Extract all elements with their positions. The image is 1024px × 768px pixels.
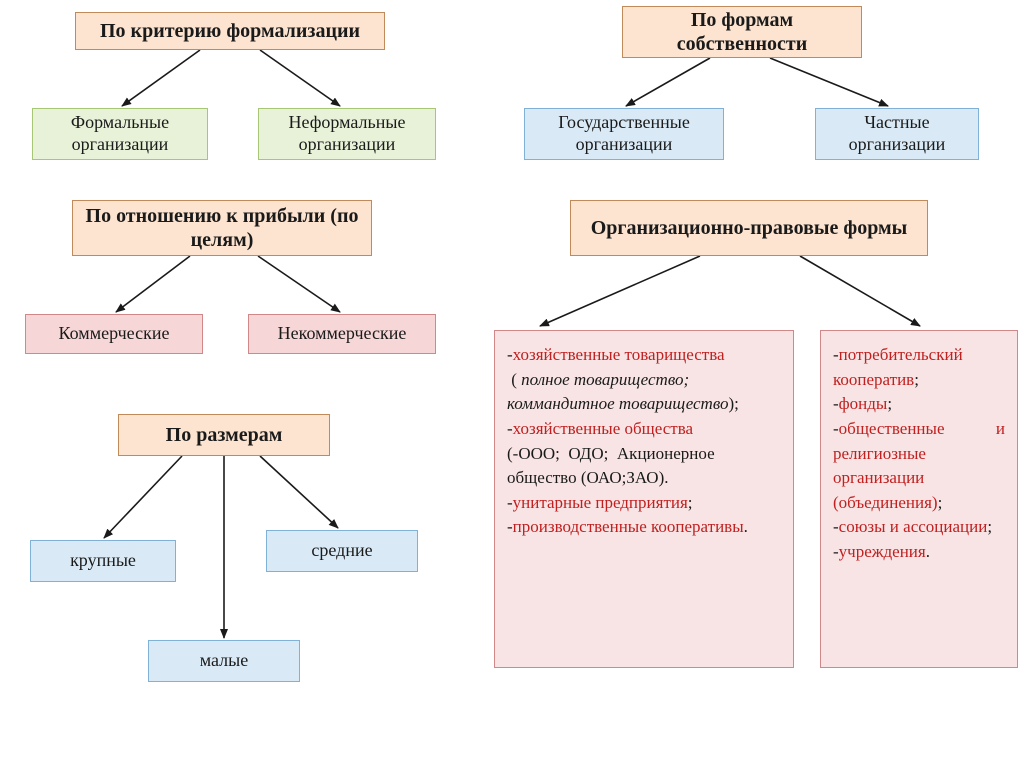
list-content: -потребительский кооператив; -фонды; -об… <box>827 335 1011 573</box>
node-formal-orgs: Формальные организации <box>32 108 208 160</box>
label: Некоммерческие <box>278 323 407 345</box>
label: Неформальные организации <box>265 112 429 155</box>
node-private-orgs: Частные организации <box>815 108 979 160</box>
label: Формальные организации <box>39 112 201 155</box>
label: крупные <box>70 550 136 572</box>
label: Организационно-правовые формы <box>591 216 908 240</box>
list-legal-forms-commercial: -хозяйственные товарищества ( полное тов… <box>494 330 794 668</box>
node-commercial: Коммерческие <box>25 314 203 354</box>
node-small: малые <box>148 640 300 682</box>
label: малые <box>200 650 248 672</box>
header-legal-forms: Организационно-правовые формы <box>570 200 928 256</box>
label: средние <box>311 540 372 562</box>
node-medium: средние <box>266 530 418 572</box>
label: По отношению к прибыли (по целям) <box>79 204 365 252</box>
list-legal-forms-noncommercial: -потребительский кооператив; -фонды; -об… <box>820 330 1018 668</box>
node-noncommercial: Некоммерческие <box>248 314 436 354</box>
label: Коммерческие <box>59 323 170 345</box>
node-large: крупные <box>30 540 176 582</box>
list-content: -хозяйственные товарищества ( полное тов… <box>501 335 787 548</box>
label: Частные организации <box>822 112 972 155</box>
header-sizes: По размерам <box>118 414 330 456</box>
header-ownership: По формам собственности <box>622 6 862 58</box>
label: Государственные организации <box>531 112 717 155</box>
label: По формам собственности <box>629 8 855 56</box>
label: По размерам <box>166 423 283 447</box>
node-state-orgs: Государственные организации <box>524 108 724 160</box>
header-profit: По отношению к прибыли (по целям) <box>72 200 372 256</box>
node-informal-orgs: Неформальные организации <box>258 108 436 160</box>
header-formalization: По критерию формализации <box>75 12 385 50</box>
label: По критерию формализации <box>100 19 360 43</box>
